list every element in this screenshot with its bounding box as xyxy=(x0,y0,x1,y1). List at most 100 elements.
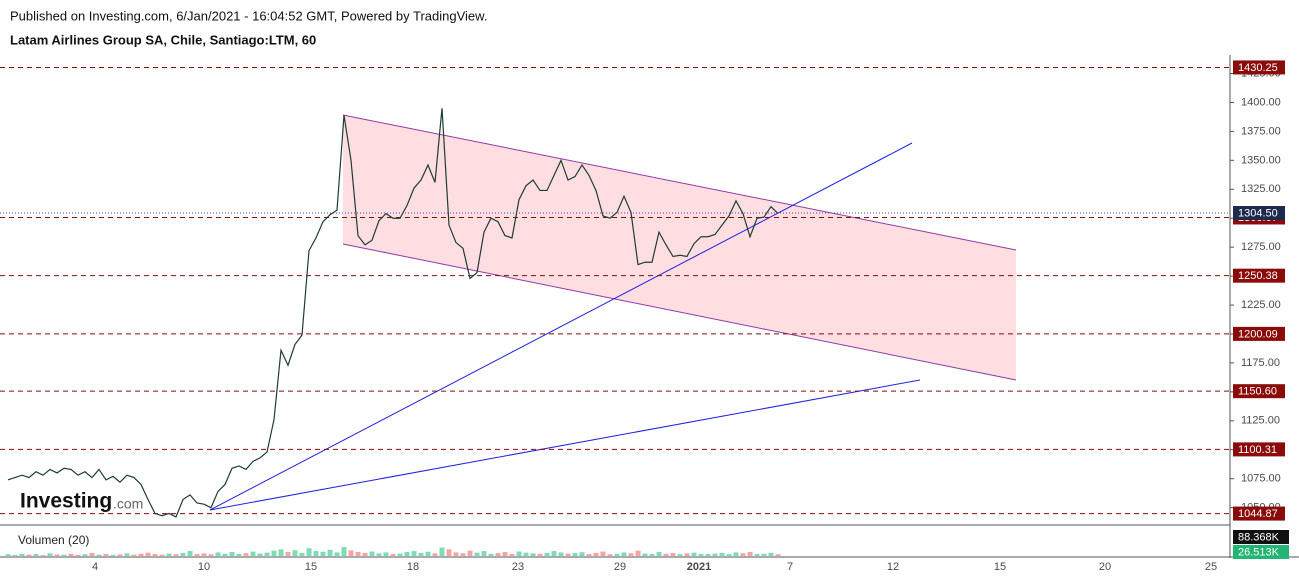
volume-bar xyxy=(215,552,221,556)
level-label-box xyxy=(1233,268,1285,283)
level-label: 1100.31 xyxy=(1238,444,1277,456)
x-tick-label: 10 xyxy=(198,561,210,573)
volume-bar xyxy=(145,552,151,556)
volume-bar xyxy=(5,554,11,556)
volume-bar xyxy=(152,553,158,556)
y-tick-label: 1375.00 xyxy=(1241,125,1281,137)
volume-bar xyxy=(488,553,494,556)
x-tick-label: 20 xyxy=(1099,561,1111,573)
x-tick-label: 15 xyxy=(305,561,317,573)
volume-bar xyxy=(194,553,200,556)
volume-value-label: 88.368K xyxy=(1238,531,1280,543)
volume-bar xyxy=(719,552,725,556)
volume-bar xyxy=(292,550,298,556)
subtitle: Published on Investing.com, 6/Jan/2021 -… xyxy=(10,8,487,23)
volume-bar xyxy=(173,554,179,556)
volume-bar xyxy=(362,552,368,556)
volume-bar xyxy=(397,553,403,556)
volume-bar xyxy=(12,554,18,556)
volume-bar xyxy=(257,553,263,556)
volume-bar xyxy=(187,551,193,556)
volume-bar xyxy=(551,551,557,556)
volume-bar xyxy=(376,553,382,556)
volume-bar xyxy=(523,552,529,556)
x-tick-label: 7 xyxy=(787,561,793,573)
volume-bar xyxy=(607,554,613,556)
volume-bar xyxy=(47,553,53,556)
volume-bar xyxy=(68,553,74,556)
volume-bar xyxy=(663,553,669,556)
volume-bar xyxy=(103,553,109,556)
volume-bar xyxy=(537,553,543,556)
volume-bar xyxy=(390,553,396,556)
volume-bar xyxy=(649,553,655,556)
volume-bar xyxy=(579,552,585,556)
level-label-box xyxy=(1233,442,1285,457)
level-label: 1250.38 xyxy=(1238,270,1278,282)
volume-bar xyxy=(264,552,270,556)
x-tick-label: 18 xyxy=(407,561,419,573)
volume-bar xyxy=(733,552,739,556)
trend-line xyxy=(209,142,913,511)
volume-bar xyxy=(656,551,662,556)
volume-bar xyxy=(208,554,214,556)
volume-bar xyxy=(110,554,116,556)
level-label-box xyxy=(1233,60,1285,75)
volume-bar xyxy=(572,553,578,556)
volume-bar xyxy=(229,551,235,556)
volume-bar xyxy=(383,552,389,556)
volume-bar xyxy=(544,552,550,556)
channel-bottom xyxy=(342,243,1017,381)
volume-bar xyxy=(502,551,508,556)
volume-bar xyxy=(460,553,466,556)
volume-bar xyxy=(481,551,487,556)
volume-bar xyxy=(19,553,25,556)
volume-bar xyxy=(558,552,564,556)
volume-bar xyxy=(425,551,431,556)
logo-suffix: .com xyxy=(113,496,143,512)
volume-bar xyxy=(418,552,424,556)
volume-bar xyxy=(404,551,410,556)
volume-bar xyxy=(33,553,39,556)
volume-bar xyxy=(26,554,32,556)
volume-bar xyxy=(285,551,291,556)
volume-bar xyxy=(705,553,711,556)
volume-bar xyxy=(761,553,767,556)
volume-bar xyxy=(166,553,172,556)
level-label: 1200.09 xyxy=(1238,328,1278,340)
volume-bar xyxy=(670,553,676,556)
volume-bar xyxy=(320,551,326,556)
x-tick-label: 4 xyxy=(92,561,98,573)
volume-bar xyxy=(82,554,88,556)
volume-value-label: 26.513K xyxy=(1238,546,1280,558)
volume-value-box xyxy=(1233,545,1289,559)
volume-bar xyxy=(754,553,760,556)
volume-bar xyxy=(474,552,480,556)
level-label: 1430.25 xyxy=(1238,62,1278,74)
volume-bar xyxy=(565,553,571,556)
volume-bar xyxy=(278,549,284,556)
volume-bar xyxy=(439,547,445,556)
x-tick-label: 25 xyxy=(1205,561,1217,573)
volume-bar xyxy=(89,552,95,556)
volume-bar xyxy=(740,553,746,556)
level-label: 1044.87 xyxy=(1238,508,1278,520)
logo-brand: Investing xyxy=(20,490,112,513)
volume-label: Volumen (20) xyxy=(18,533,89,547)
volume-bar xyxy=(313,551,319,556)
x-tick-label: 23 xyxy=(512,561,524,573)
volume-bar xyxy=(306,548,312,556)
last-price-label: 1304.50 xyxy=(1238,207,1278,219)
volume-bar xyxy=(600,551,606,556)
volume-bar xyxy=(775,554,781,556)
volume-bar xyxy=(159,554,165,556)
x-tick-label: 2021 xyxy=(687,561,711,573)
volume-bar xyxy=(236,553,242,556)
volume-bar xyxy=(642,553,648,556)
volume-bar xyxy=(684,553,690,556)
volume-bar xyxy=(355,551,361,556)
volume-bar xyxy=(124,553,130,556)
volume-bar xyxy=(768,552,774,556)
volume-bar xyxy=(222,553,228,556)
